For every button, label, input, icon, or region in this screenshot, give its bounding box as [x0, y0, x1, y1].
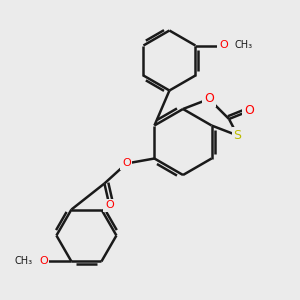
- Text: CH₃: CH₃: [234, 40, 253, 50]
- Text: O: O: [219, 40, 228, 50]
- Text: O: O: [204, 92, 214, 106]
- Text: O: O: [105, 200, 114, 211]
- Text: O: O: [244, 104, 254, 118]
- Text: O: O: [39, 256, 48, 266]
- Text: S: S: [234, 129, 242, 142]
- Text: CH₃: CH₃: [14, 256, 32, 266]
- Text: O: O: [122, 158, 131, 169]
